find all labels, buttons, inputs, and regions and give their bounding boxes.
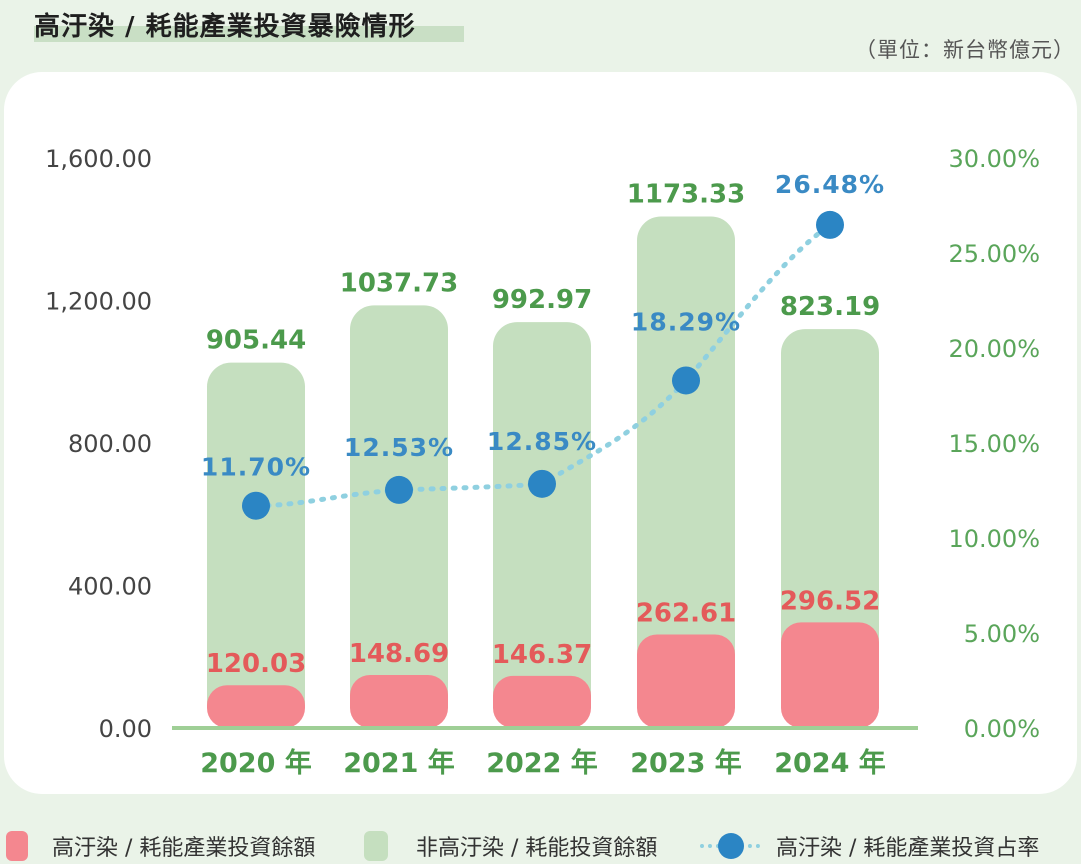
y-right-tick-label: 25.00% — [948, 240, 1040, 268]
y-right-tick-label: 15.00% — [948, 430, 1040, 458]
legend-item-polluting: 高汙染 / 耗能產業投資餘額 — [6, 830, 315, 862]
rate-line — [253, 222, 833, 509]
rate-point — [242, 491, 270, 520]
bar-polluting — [637, 634, 735, 728]
title-highlight — [34, 26, 464, 42]
y-left-tick-label: 1,200.00 — [45, 288, 152, 316]
legend-swatch-polluting — [6, 831, 28, 861]
bar-polluting — [493, 675, 591, 728]
legend: 高汙染 / 耗能產業投資餘額 非高汙染 / 耗能投資餘額 高汙染 / 耗能產業投… — [0, 826, 1081, 864]
y-right-tick-label: 30.00% — [948, 145, 1040, 173]
bar-label-non-polluting: 905.44 — [206, 326, 306, 356]
legend-label-non-polluting: 非高汙染 / 耗能投資餘額 — [416, 836, 658, 861]
bar-polluting — [781, 622, 879, 728]
y-right-tick-label: 10.00% — [948, 525, 1040, 553]
bar-non-polluting — [493, 322, 591, 728]
bar-label-non-polluting: 1173.33 — [627, 179, 745, 209]
bar-label-polluting: 262.61 — [636, 598, 736, 628]
chart-title: 高汙染 / 耗能產業投資暴險情形 — [34, 12, 416, 42]
rate-label: 26.48% — [775, 170, 885, 199]
legend-swatch-non-polluting — [364, 831, 388, 861]
unit-label: （單位：新台幣億元） — [855, 38, 1075, 62]
legend-item-non-polluting: 非高汙染 / 耗能投資餘額 — [364, 830, 657, 862]
bar-label-polluting: 146.37 — [492, 640, 592, 670]
x-category-label: 2020 年 — [200, 747, 312, 779]
bar-polluting — [207, 685, 305, 728]
bar-label-non-polluting: 992.97 — [492, 285, 592, 315]
x-category-label: 2022 年 — [486, 747, 598, 779]
rate-label: 11.70% — [201, 453, 311, 482]
legend-swatch-rate — [700, 831, 760, 861]
title-block: 高汙染 / 耗能產業投資暴險情形 — [34, 6, 464, 43]
x-category-label: 2023 年 — [630, 747, 742, 779]
bar-label-polluting: 148.69 — [349, 639, 449, 669]
legend-label-rate: 高汙染 / 耗能產業投資占率 — [776, 836, 1040, 861]
legend-label-polluting: 高汙染 / 耗能產業投資餘額 — [52, 836, 316, 861]
y-left-tick-label: 0.00 — [99, 715, 152, 743]
bar-polluting — [350, 675, 448, 728]
rate-label: 12.53% — [344, 433, 454, 462]
y-right-tick-label: 0.00% — [964, 715, 1040, 743]
rate-label: 12.85% — [487, 427, 597, 456]
bar-label-polluting: 120.03 — [206, 649, 306, 679]
rate-point — [672, 366, 700, 395]
bar-non-polluting — [207, 362, 305, 728]
bar-non-polluting — [637, 216, 735, 728]
rate-point — [816, 210, 844, 239]
bar-label-non-polluting: 823.19 — [780, 292, 880, 322]
y-right-tick-label: 20.00% — [948, 335, 1040, 363]
rate-point — [385, 475, 413, 504]
y-left-tick-label: 1,600.00 — [45, 145, 152, 173]
y-right-tick-label: 5.00% — [964, 620, 1040, 648]
bar-label-non-polluting: 1037.73 — [340, 268, 458, 298]
legend-swatch-rate-point — [718, 833, 744, 859]
x-category-label: 2024 年 — [774, 747, 886, 779]
rate-label: 18.29% — [631, 307, 741, 336]
rate-point — [528, 469, 556, 498]
y-left-tick-label: 400.00 — [68, 573, 152, 601]
legend-item-rate: 高汙染 / 耗能產業投資占率 — [700, 830, 1039, 862]
y-left-tick-label: 800.00 — [68, 430, 152, 458]
bar-non-polluting — [350, 305, 448, 728]
x-category-label: 2021 年 — [343, 747, 455, 779]
bar-label-polluting: 296.52 — [780, 586, 880, 616]
